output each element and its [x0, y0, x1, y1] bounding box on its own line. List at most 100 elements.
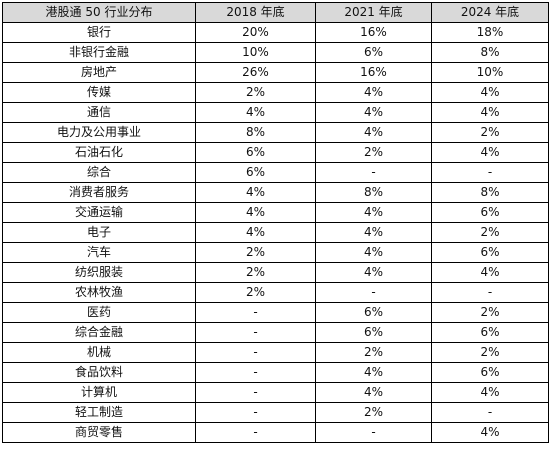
value-2018-cell: - — [195, 342, 316, 363]
industry-cell: 食品饮料 — [2, 362, 196, 383]
header-row: 港股通 50 行业分布 2018 年底 2021 年底 2024 年底 — [2, 2, 549, 23]
value-2024-cell: 6% — [431, 322, 549, 343]
value-2018-cell: 4% — [195, 202, 316, 223]
table-row: 农林牧渔 2% - - — [2, 282, 549, 303]
table-row: 医药 -6% 2% — [2, 302, 549, 323]
value-2024-cell: 2% — [431, 302, 549, 323]
industry-cell: 房地产 — [2, 62, 196, 83]
value-2024-cell: - — [431, 282, 549, 303]
value-2024-cell: 8% — [431, 182, 549, 203]
value-2021-cell: 2% — [315, 342, 432, 363]
industry-distribution-table: 港股通 50 行业分布 2018 年底 2021 年底 2024 年底 银行 20… — [2, 2, 549, 443]
value-2018-cell: 2% — [195, 262, 316, 283]
value-2021-cell: 4% — [315, 242, 432, 263]
value-2018-cell: 4% — [195, 182, 316, 203]
industry-cell: 银行 — [2, 22, 196, 43]
value-2018-cell: - — [195, 362, 316, 383]
value-2021-cell: 4% — [315, 122, 432, 143]
value-2024-cell: - — [431, 402, 549, 423]
table-row: 综合金融 -6% 6% — [2, 322, 549, 343]
value-2018-cell: 6% — [195, 142, 316, 163]
value-2018-cell: 6% — [195, 162, 316, 183]
industry-cell: 综合金融 — [2, 322, 196, 343]
value-2021-cell: 4% — [315, 362, 432, 383]
value-2024-cell: 2% — [431, 222, 549, 243]
table-row: 食品饮料 -4% 6% — [2, 362, 549, 383]
value-2018-cell: - — [195, 382, 316, 403]
table-row: 电子 4% 4% 2% — [2, 222, 549, 243]
industry-cell: 商贸零售 — [2, 422, 196, 443]
value-2021-cell: 6% — [315, 322, 432, 343]
table-row: 机械 -2% 2% — [2, 342, 549, 363]
industry-cell: 石油石化 — [2, 142, 196, 163]
value-2021-cell: - — [315, 422, 432, 443]
value-2024-cell: 18% — [431, 22, 549, 43]
table-row: 消费者服务 4% 8% 8% — [2, 182, 549, 203]
value-2024-cell: - — [431, 162, 549, 183]
table-row: 计算机 -4% 4% — [2, 382, 549, 403]
table-row: 商贸零售 - -4% — [2, 422, 549, 443]
value-2024-cell: 6% — [431, 362, 549, 383]
value-2018-cell: 8% — [195, 122, 316, 143]
table-row: 房地产 26% 16% 10% — [2, 62, 549, 83]
value-2024-cell: 6% — [431, 242, 549, 263]
value-2024-cell: 8% — [431, 42, 549, 63]
value-2018-cell: 2% — [195, 242, 316, 263]
industry-cell: 非银行金融 — [2, 42, 196, 63]
table-row: 综合 6% - - — [2, 162, 549, 183]
value-2021-cell: 16% — [315, 62, 432, 83]
value-2021-cell: 2% — [315, 402, 432, 423]
value-2024-cell: 6% — [431, 202, 549, 223]
value-2024-cell: 10% — [431, 62, 549, 83]
table-body: 银行 20% 16% 18% 非银行金融 10% 6% 8% 房地产 26% 16% 10% 传媒 2% 4… — [2, 22, 549, 443]
value-2024-cell: 4% — [431, 142, 549, 163]
table-row: 纺织服装 2% 4% 4% — [2, 262, 549, 283]
industry-cell: 机械 — [2, 342, 196, 363]
value-2018-cell: - — [195, 402, 316, 423]
value-2024-cell: 2% — [431, 342, 549, 363]
table-row: 非银行金融 10% 6% 8% — [2, 42, 549, 63]
industry-cell: 医药 — [2, 302, 196, 323]
industry-distribution-table-container: 港股通 50 行业分布 2018 年底 2021 年底 2024 年底 银行 20… — [2, 2, 549, 443]
table-row: 银行 20% 16% 18% — [2, 22, 549, 43]
header-industry: 港股通 50 行业分布 — [2, 2, 196, 23]
table-row: 石油石化 6% 2% 4% — [2, 142, 549, 163]
value-2018-cell: 10% — [195, 42, 316, 63]
value-2021-cell: 8% — [315, 182, 432, 203]
value-2021-cell: - — [315, 162, 432, 183]
industry-cell: 交通运输 — [2, 202, 196, 223]
industry-cell: 电力及公用事业 — [2, 122, 196, 143]
value-2021-cell: 4% — [315, 202, 432, 223]
value-2018-cell: - — [195, 422, 316, 443]
value-2021-cell: 4% — [315, 102, 432, 123]
value-2018-cell: 2% — [195, 82, 316, 103]
value-2024-cell: 2% — [431, 122, 549, 143]
value-2018-cell: 4% — [195, 102, 316, 123]
value-2024-cell: 4% — [431, 102, 549, 123]
header-2021: 2021 年底 — [315, 2, 432, 23]
industry-cell: 计算机 — [2, 382, 196, 403]
value-2021-cell: 4% — [315, 82, 432, 103]
industry-cell: 综合 — [2, 162, 196, 183]
header-2018: 2018 年底 — [195, 2, 316, 23]
value-2024-cell: 4% — [431, 422, 549, 443]
industry-cell: 传媒 — [2, 82, 196, 103]
industry-cell: 农林牧渔 — [2, 282, 196, 303]
value-2018-cell: - — [195, 302, 316, 323]
value-2021-cell: - — [315, 282, 432, 303]
value-2021-cell: 2% — [315, 142, 432, 163]
value-2018-cell: - — [195, 322, 316, 343]
value-2018-cell: 2% — [195, 282, 316, 303]
table-row: 轻工制造 -2% - — [2, 402, 549, 423]
value-2024-cell: 4% — [431, 82, 549, 103]
header-2024: 2024 年底 — [431, 2, 549, 23]
value-2018-cell: 20% — [195, 22, 316, 43]
value-2021-cell: 6% — [315, 302, 432, 323]
value-2024-cell: 4% — [431, 382, 549, 403]
value-2021-cell: 4% — [315, 382, 432, 403]
value-2021-cell: 6% — [315, 42, 432, 63]
value-2021-cell: 4% — [315, 262, 432, 283]
table-row: 电力及公用事业 8% 4% 2% — [2, 122, 549, 143]
industry-cell: 通信 — [2, 102, 196, 123]
table-row: 交通运输 4% 4% 6% — [2, 202, 549, 223]
